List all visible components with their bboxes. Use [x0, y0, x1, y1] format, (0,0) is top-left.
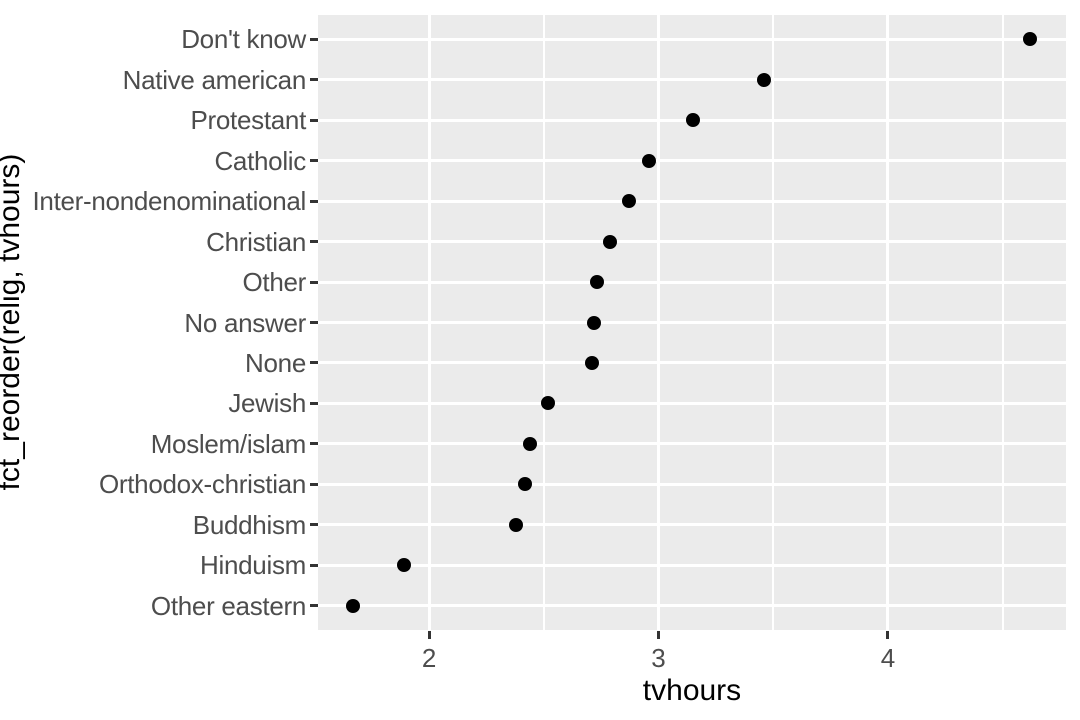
major-gridline-y [318, 482, 1066, 486]
data-point [584, 355, 599, 370]
y-tick-mark [310, 523, 318, 527]
data-point [509, 517, 524, 532]
x-axis-title: tvhours [642, 674, 742, 707]
major-gridline-y [318, 199, 1066, 203]
y-tick-mark [310, 159, 318, 163]
major-gridline-y [318, 37, 1066, 41]
x-tick-label: 2 [421, 643, 437, 673]
major-gridline-y [318, 563, 1066, 567]
y-tick-mark [310, 280, 318, 284]
y-tick-mark [310, 321, 318, 324]
y-tick-label: Jewish [228, 388, 306, 419]
data-point [685, 113, 700, 128]
x-tick-label: 3 [651, 643, 666, 673]
major-gridline-y [318, 604, 1066, 608]
major-gridline-y [318, 361, 1066, 365]
y-tick-label: Hinduism [200, 550, 306, 581]
y-tick-mark [310, 563, 318, 567]
data-point [518, 477, 533, 492]
data-point [346, 598, 361, 613]
y-tick-mark [310, 118, 318, 122]
y-tick-label: No answer [184, 307, 306, 338]
data-point [642, 153, 657, 168]
y-tick-label: Catholic [214, 145, 306, 176]
y-tick-label: Don't know [181, 24, 306, 55]
data-point [621, 194, 636, 209]
x-tick-label: 4 [880, 643, 896, 673]
major-gridline-y [318, 240, 1066, 244]
x-tick-mark [657, 631, 660, 639]
y-tick-label: None [245, 347, 306, 378]
y-tick-mark [310, 401, 318, 405]
y-tick-mark [310, 37, 318, 41]
data-point [541, 396, 556, 411]
plot-panel [318, 15, 1066, 630]
major-gridline-y [318, 280, 1066, 284]
y-tick-label: Christian [206, 226, 306, 257]
y-tick-label: Other eastern [150, 590, 306, 621]
y-tick-label: Orthodox-christian [98, 469, 306, 500]
major-gridline-y [318, 159, 1066, 163]
major-gridline-y [318, 442, 1066, 446]
y-tick-mark [310, 361, 318, 365]
major-gridline-y [318, 523, 1066, 527]
y-tick-label: Inter-nondenominational [32, 186, 306, 217]
y-tick-mark [310, 604, 318, 608]
data-point [589, 275, 604, 290]
x-tick-mark [427, 631, 431, 639]
major-gridline-y [318, 401, 1066, 405]
y-tick-mark [310, 78, 318, 82]
data-point [603, 234, 618, 249]
data-point [523, 436, 537, 451]
y-tick-label: Buddhism [192, 509, 307, 540]
y-tick-label: Moslem/islam [150, 428, 307, 459]
y-tick-mark [310, 240, 318, 244]
major-gridline-y [318, 321, 1066, 324]
data-point [1023, 32, 1038, 47]
major-gridline-y [318, 78, 1066, 82]
y-tick-label: Other [242, 267, 306, 298]
y-tick-mark [310, 199, 318, 203]
x-tick-mark [886, 631, 890, 639]
data-point [587, 315, 602, 330]
y-tick-label: Protestant [190, 105, 306, 136]
y-tick-label: Native american [122, 64, 307, 95]
y-tick-mark [310, 482, 318, 486]
y-tick-mark [310, 442, 318, 446]
data-point [757, 72, 772, 87]
data-point [396, 558, 411, 573]
